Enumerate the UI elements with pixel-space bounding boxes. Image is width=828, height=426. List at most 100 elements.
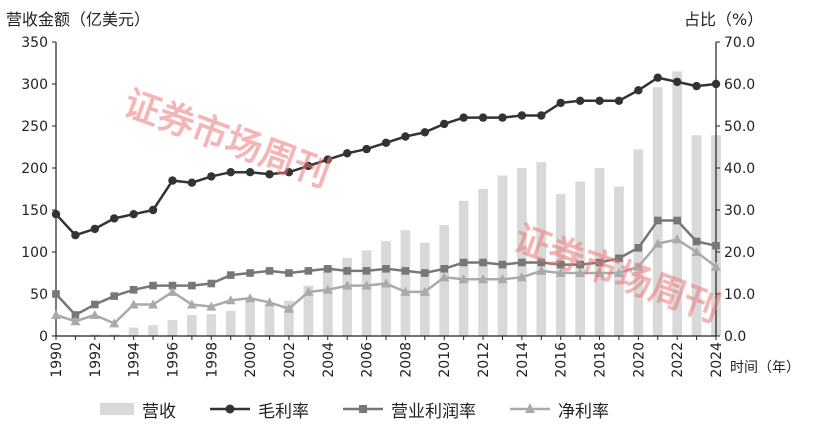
operating-point-2023 <box>692 237 701 246</box>
left-tick-label: 250 <box>21 119 48 135</box>
net-point-2010 <box>439 272 450 282</box>
gross-point-2011 <box>459 113 468 122</box>
x-tick-label: 2006 <box>360 342 376 378</box>
gross-point-1997 <box>187 178 197 187</box>
operating-point-2002 <box>285 269 293 277</box>
net-point-1992 <box>89 310 100 319</box>
revenue-bar-2007 <box>381 241 391 336</box>
legend-item-revenue: 营收 <box>100 397 176 422</box>
net-point-2006 <box>361 280 372 290</box>
operating-point-1997 <box>188 281 196 290</box>
x-tick-label: 2020 <box>631 342 647 378</box>
x-tick-label: 2010 <box>437 342 453 378</box>
legend-item-net: 净利率 <box>510 397 609 422</box>
revenue-bar-1995 <box>148 325 158 336</box>
gross-point-2007 <box>381 138 391 147</box>
operating-point-1995 <box>149 281 157 290</box>
operating-point-2017 <box>576 260 584 269</box>
operating-point-2011 <box>459 258 468 267</box>
operating-point-2005 <box>343 267 351 275</box>
net-point-1993 <box>109 318 120 328</box>
gross-point-2000 <box>245 168 255 177</box>
operating-point-2018 <box>595 258 604 267</box>
operating-point-2014 <box>518 258 526 267</box>
operating-point-1996 <box>168 281 177 290</box>
x-tick-label: 2002 <box>282 342 298 378</box>
revenue-bar-2002 <box>284 300 294 336</box>
left-tick-label: 300 <box>21 77 48 93</box>
gross-point-2001 <box>265 170 274 179</box>
x-tick-label: 2012 <box>476 342 492 378</box>
gross-point-2002 <box>284 168 294 177</box>
gross-point-1998 <box>207 172 216 181</box>
net-point-2014 <box>516 272 527 282</box>
left-tick-label: 350 <box>21 35 48 51</box>
net-point-2022 <box>672 234 683 244</box>
operating-point-2016 <box>556 260 565 269</box>
right-tick-label: 10.0 <box>724 287 755 303</box>
net-point-2024 <box>711 261 721 271</box>
gross-point-2015 <box>537 111 546 120</box>
gross-point-2018 <box>595 96 604 106</box>
net-point-1994 <box>128 299 139 309</box>
operating-point-1993 <box>110 292 119 300</box>
legend-label-operating: 营业利润率 <box>391 401 476 422</box>
operating-point-2020 <box>634 244 643 252</box>
revenue-bar-1993 <box>109 334 120 336</box>
net-point-2019 <box>613 268 624 277</box>
right-tick-label: 60.0 <box>724 77 755 93</box>
right-tick-label: 40.0 <box>724 161 755 177</box>
right-tick-label: 70.0 <box>724 35 755 51</box>
gross-point-2006 <box>362 144 371 154</box>
net-point-1990 <box>51 310 61 319</box>
net-point-2001 <box>264 297 275 307</box>
operating-point-2008 <box>401 267 410 275</box>
operating-point-2019 <box>615 254 623 263</box>
gross-point-2003 <box>304 161 313 171</box>
x-tick-label: 1992 <box>88 342 104 378</box>
gross-point-2022 <box>672 77 682 87</box>
operating-point-2004 <box>323 265 332 273</box>
gross-point-1993 <box>110 214 119 223</box>
operating-point-2013 <box>498 260 507 269</box>
left-tick-label: 0 <box>39 329 48 345</box>
gross-point-2019 <box>614 96 624 106</box>
net-point-1996 <box>167 286 178 296</box>
operating-point-2003 <box>304 267 313 275</box>
net-point-2011 <box>458 274 469 284</box>
revenue-bar-2018 <box>594 168 605 336</box>
operating-point-2000 <box>246 269 254 277</box>
legend-label-net: 净利率 <box>558 401 609 422</box>
left-tick-label: 150 <box>21 203 48 219</box>
x-axis-unit: 时间（年） <box>730 360 800 376</box>
net-point-2000 <box>245 293 256 303</box>
net-point-2012 <box>478 274 489 284</box>
legend-item-gross: 毛利率 <box>210 397 309 422</box>
revenue-bar-2011 <box>458 200 469 336</box>
revenue-bar-2003 <box>303 285 314 336</box>
operating-point-2024 <box>712 241 720 250</box>
revenue-bar-2004 <box>322 266 333 336</box>
left-tick-label: 100 <box>21 245 48 261</box>
net-point-2007 <box>381 278 391 288</box>
x-tick-label: 2004 <box>321 342 337 378</box>
net-point-2015 <box>536 265 547 275</box>
revenue-bar-1996 <box>167 320 178 336</box>
net-point-2021 <box>652 238 663 248</box>
net-point-1998 <box>206 301 217 311</box>
gross-point-2021 <box>653 73 662 82</box>
net-point-2017 <box>575 268 586 277</box>
gross-point-2014 <box>517 111 527 120</box>
x-tick-label: 2022 <box>670 342 686 378</box>
legend-label-revenue: 营收 <box>142 401 176 422</box>
operating-point-2015 <box>537 258 546 267</box>
revenue-bar-1997 <box>187 315 197 336</box>
gross-point-1991 <box>71 231 80 240</box>
operating-point-2012 <box>479 258 487 267</box>
operating-point-1999 <box>226 271 235 279</box>
gross-point-1995 <box>148 205 158 215</box>
net-point-2008 <box>400 286 411 296</box>
gross-point-2008 <box>401 132 410 141</box>
gross-point-2013 <box>498 113 507 122</box>
